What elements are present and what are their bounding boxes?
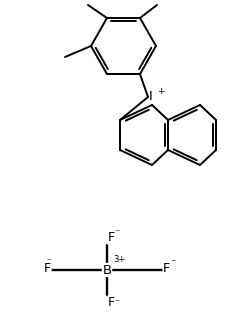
Text: B: B bbox=[102, 264, 112, 276]
Text: F: F bbox=[44, 263, 51, 275]
Text: ⁻: ⁻ bbox=[114, 298, 119, 308]
Text: ⁻: ⁻ bbox=[46, 257, 51, 267]
Text: F: F bbox=[108, 296, 115, 309]
Text: ⁻: ⁻ bbox=[170, 258, 175, 268]
Text: ⁻: ⁻ bbox=[114, 228, 119, 238]
Text: F: F bbox=[108, 231, 115, 244]
Text: I: I bbox=[149, 89, 153, 103]
Text: F: F bbox=[163, 263, 170, 275]
Text: 3+: 3+ bbox=[113, 255, 125, 264]
Text: +: + bbox=[157, 87, 164, 95]
